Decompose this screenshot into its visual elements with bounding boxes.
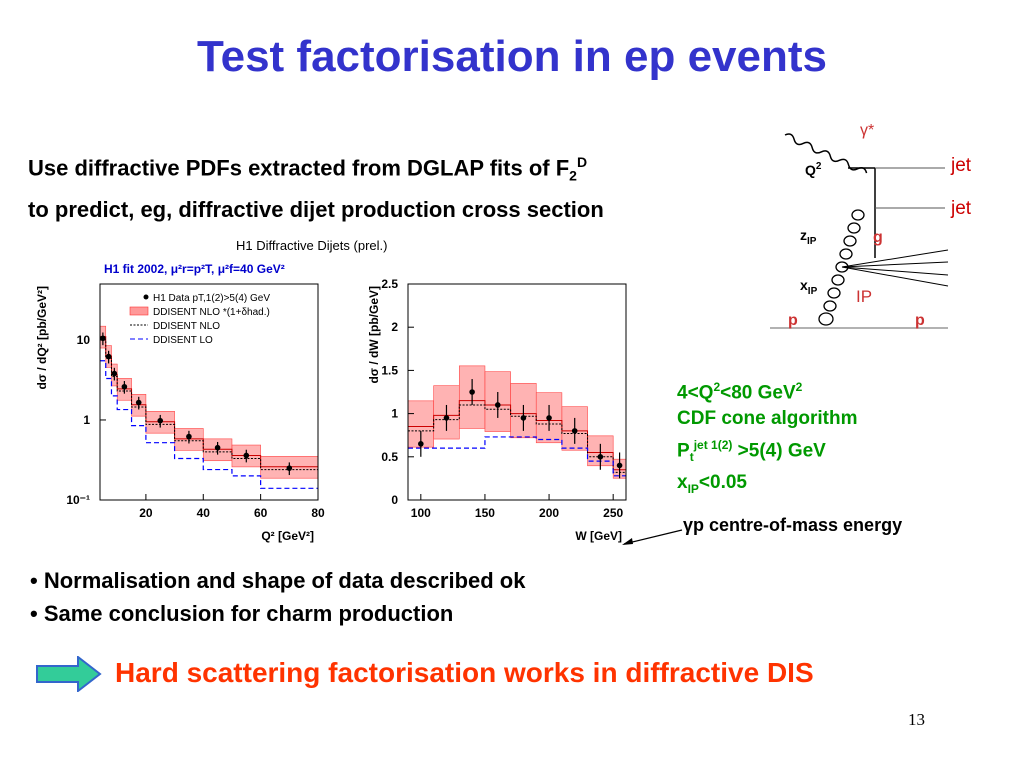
lo-line	[100, 360, 318, 489]
x-tick-label: 250	[603, 506, 623, 520]
data-point	[546, 415, 552, 421]
data-point	[469, 389, 475, 395]
lo-line	[408, 436, 626, 477]
y-tick-label: 1	[83, 413, 90, 427]
p-right-label: p	[915, 312, 925, 329]
page-number: 13	[908, 710, 925, 729]
y-tick-label: 1	[391, 407, 398, 421]
data-point	[111, 370, 118, 377]
arrow-right-icon	[36, 656, 102, 692]
intro-text: Use diffractive PDFs extracted from DGLA…	[28, 146, 604, 226]
data-point	[494, 402, 501, 408]
data-point	[597, 454, 604, 460]
bullet-item-2: • Same conclusion for charm production	[30, 601, 454, 626]
annotation-arrow	[622, 529, 683, 545]
x-tick-label: 150	[475, 506, 495, 520]
plot-fit-label: H1 fit 2002, μ²r=p²T, μ²f=40 GeV²	[104, 262, 285, 276]
cond-pt: Ptjet 1(2) >5(4) GeV	[677, 438, 826, 465]
legend-nlo-text: DDISENT NLO	[153, 321, 220, 332]
x-axis-label: W [GeV]	[575, 529, 622, 543]
conclusion-text: Hard scattering factorisation works in d…	[115, 657, 814, 688]
w-plot: 100 150 200 250 0 0.5 1 1.5 2 2.5 W [GeV] dσ / dW […	[367, 277, 627, 543]
y-tick-label: 1.5	[381, 363, 398, 377]
data-point	[520, 415, 527, 421]
photon-line	[784, 133, 868, 174]
cond-xip: xIP<0.05	[677, 472, 747, 497]
gamma-label: γ*	[860, 122, 874, 139]
x-tick-label: 40	[197, 506, 211, 520]
legend-band-swatch	[129, 306, 149, 316]
q2-plot: 20 40 60 80 10 1 10⁻¹ Q² [GeV²] dσ / dQ² [pb/GeV…	[35, 283, 325, 543]
plot-legend: H1 Data pT,1(2)>5(4) GeV DDISENT NLO *(1…	[129, 293, 270, 346]
x-tick-label: 80	[311, 506, 325, 520]
conditions-block: 4<Q2<80 GeV2 CDF cone algorithm Ptjet 1(…	[677, 374, 858, 502]
data-point	[186, 433, 192, 440]
data-point	[121, 383, 128, 390]
data-point	[214, 444, 221, 451]
data-point	[157, 417, 164, 424]
plot-frame	[99, 283, 319, 501]
y-tick-label: 10⁻¹	[66, 493, 90, 507]
data-point	[286, 465, 293, 471]
data-point	[105, 353, 112, 360]
dijet-diagram: γ* Q2 zIP g xIP IP p p	[770, 122, 949, 329]
data-point	[418, 441, 424, 447]
slide-title: Test factorisation in ep events	[196, 32, 827, 81]
x-tick-label: 100	[411, 506, 431, 520]
zip-label: zIP	[800, 227, 817, 247]
q2-label: Q2	[805, 161, 822, 178]
x-axis-label: Q² [GeV²]	[261, 529, 314, 543]
g-label: g	[873, 229, 883, 246]
data-point	[443, 415, 450, 421]
ip-label: IP	[856, 287, 872, 306]
y-tick-label: 2.5	[381, 277, 398, 291]
data-point	[571, 428, 578, 434]
legend-data-marker	[143, 294, 149, 300]
data-point	[243, 452, 250, 459]
y-tick-label: 0	[391, 493, 398, 507]
intro-line2: to predict, eg, diffractive dijet produc…	[28, 196, 604, 222]
cond-algo: CDF cone algorithm	[677, 408, 858, 430]
intro-sub: 2	[569, 167, 577, 184]
nlo-line	[100, 339, 318, 471]
cond-q2: 4<Q2<80 GeV2	[677, 380, 803, 404]
bullet-list: • Normalisation and shape of data descri…	[30, 564, 525, 630]
y-tick-label: 0.5	[381, 450, 398, 464]
bullet-item-1: • Normalisation and shape of data descri…	[30, 568, 526, 593]
x-tick-label: 60	[254, 506, 268, 520]
data-point	[616, 462, 623, 469]
legend-data-text: H1 Data pT,1(2)>5(4) GeV	[153, 293, 270, 304]
y-axis-label: dσ / dW [pb/GeV]	[367, 286, 381, 384]
dijet-plots: H1 Diffractive Dijets (prel.) H1 fit 200…	[35, 238, 627, 543]
y-tick-label: 2	[391, 320, 398, 334]
x-tick-label: 200	[539, 506, 559, 520]
y-tick-label: 10	[77, 333, 91, 347]
legend-lo-text: DDISENT LO	[153, 335, 213, 346]
xip-label: xIP	[800, 277, 818, 297]
p-left-label: p	[788, 312, 798, 329]
plot-main-title: H1 Diffractive Dijets (prel.)	[236, 238, 387, 253]
gp-annotation: γp centre-of-mass energy	[683, 515, 903, 535]
data-point	[135, 399, 142, 406]
legend-band-text: DDISENT NLO *(1+δhad.)	[153, 307, 270, 318]
jet-label-1: jet	[951, 155, 972, 176]
y-axis-label: dσ / dQ² [pb/GeV²]	[35, 286, 49, 390]
x-tick-label: 20	[139, 506, 153, 520]
intro-line1: Use diffractive PDFs extracted from DGLA…	[28, 155, 570, 181]
intro-sup: D	[576, 154, 588, 170]
plot-frame	[407, 283, 627, 501]
jet-label-2: jet	[951, 198, 972, 219]
